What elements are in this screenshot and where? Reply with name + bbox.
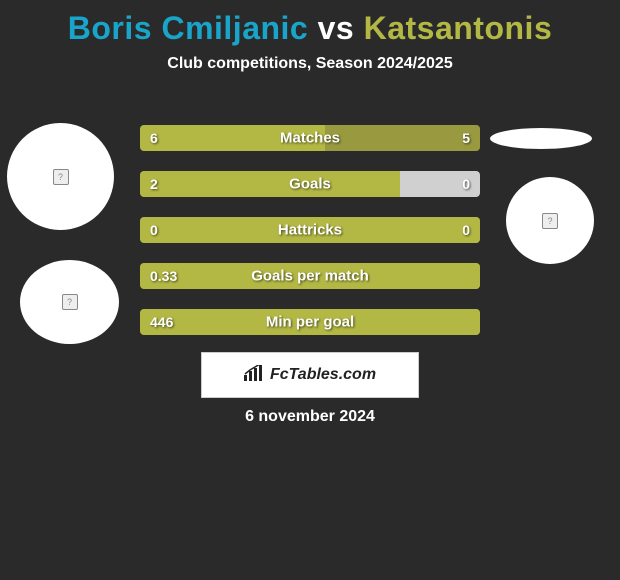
- player2-name: Katsantonis: [364, 10, 553, 46]
- chart-icon: [244, 365, 264, 386]
- bar-value-right: 5: [462, 130, 470, 146]
- player2-photo-ellipse: [490, 128, 592, 149]
- bar-value-left: 446: [150, 314, 173, 330]
- bar-right-fill: [325, 125, 480, 151]
- stat-bar-row: Matches 6 5: [140, 125, 480, 151]
- bar-label: Matches: [280, 130, 340, 147]
- bar-left-fill: [140, 171, 400, 197]
- bar-label: Goals: [289, 176, 331, 193]
- player1-club-circle: ?: [20, 260, 119, 344]
- placeholder-icon: ?: [542, 213, 558, 229]
- stat-bar-row: Goals 2 0: [140, 171, 480, 197]
- brand-box: FcTables.com: [201, 352, 419, 398]
- placeholder-icon: ?: [62, 294, 78, 310]
- bar-label: Hattricks: [278, 222, 342, 239]
- placeholder-icon: ?: [53, 169, 69, 185]
- bar-value-left: 2: [150, 176, 158, 192]
- brand-text: FcTables.com: [270, 366, 376, 384]
- stat-bar-row: Hattricks 0 0: [140, 217, 480, 243]
- stats-bars: Matches 6 5 Goals 2 0 Hattricks 0 0 Goals per mat…: [140, 125, 480, 355]
- subtitle: Club competitions, Season 2024/2025: [0, 55, 620, 73]
- player2-club-circle: ?: [506, 177, 594, 264]
- bar-label: Goals per match: [251, 268, 369, 285]
- bar-label: Min per goal: [266, 314, 354, 331]
- stat-bar-row: Goals per match 0.33: [140, 263, 480, 289]
- bar-value-left: 0: [150, 222, 158, 238]
- bar-value-right: 0: [462, 176, 470, 192]
- bar-value-left: 0.33: [150, 268, 177, 284]
- bar-value-left: 6: [150, 130, 158, 146]
- comparison-title: Boris Cmiljanic vs Katsantonis: [0, 0, 620, 47]
- stat-bar-row: Min per goal 446: [140, 309, 480, 335]
- bar-value-right: 0: [462, 222, 470, 238]
- vs-text: vs: [318, 10, 355, 46]
- date-text: 6 november 2024: [0, 408, 620, 426]
- player1-photo-circle: ?: [7, 123, 114, 230]
- player1-name: Boris Cmiljanic: [68, 10, 308, 46]
